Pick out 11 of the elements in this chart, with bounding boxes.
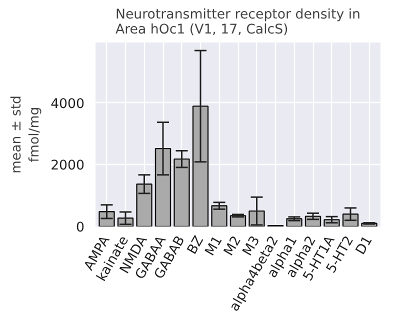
chart-title: Neurotransmitter receptor density in Area hOc1 (V1, 17, CalcS) [116, 8, 361, 38]
bar [154, 148, 172, 226]
bar [192, 106, 209, 226]
y-axis-title: mean ± std fmol/mg [10, 95, 43, 174]
bar [136, 184, 152, 226]
bar [174, 158, 190, 226]
y-tick-label: 0 [76, 220, 85, 236]
y-tick-label: 2000 [50, 158, 85, 174]
y-tick-label: 4000 [50, 96, 85, 112]
x-tick-label: D1 [353, 234, 376, 258]
bar [211, 205, 228, 226]
